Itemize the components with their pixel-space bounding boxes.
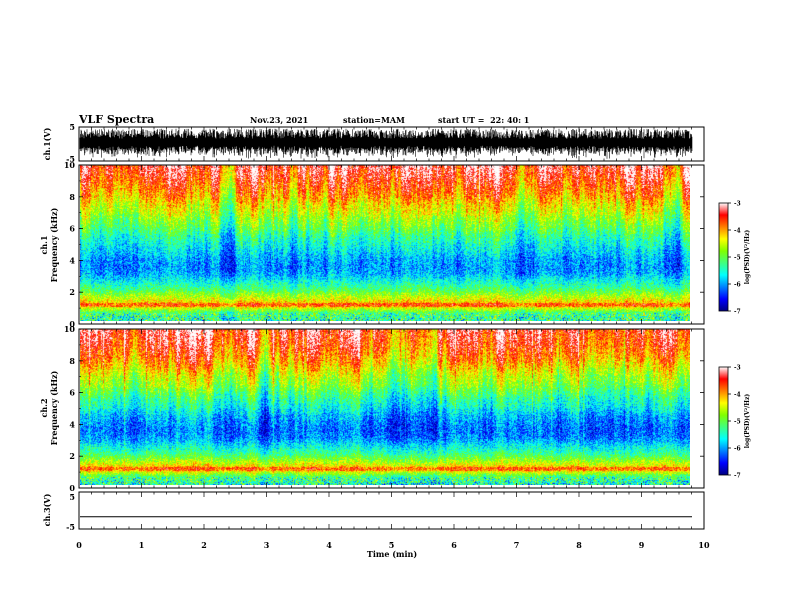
- ch1-ytick-top: 5: [69, 122, 75, 132]
- time-ticks: [78, 127, 705, 529]
- ch2-spectrogram-panel: 0 2 4 6 8 10 ch.2 Frequency (kHz): [39, 324, 705, 493]
- ch2-colorbar-ticks: -3 -4 -5 -6 -7: [728, 365, 741, 480]
- ch1-colorbar-gradient: [719, 203, 728, 311]
- ch1-spectrogram-panel: 0 2 4 6 8 10 ch.1 Frequency (kHz): [39, 160, 705, 329]
- ch1-spectrogram-image: [80, 165, 690, 321]
- time-tick-label: 8: [576, 540, 582, 550]
- figure-title: VLF Spectra: [78, 113, 154, 126]
- freq-tick-label: 0: [69, 483, 75, 493]
- time-tick-label: 1: [139, 540, 145, 550]
- freq-tick-label: 10: [64, 160, 76, 170]
- colorbar-tick-label: -3: [734, 365, 741, 372]
- ch2-colorbar: -3 -4 -5 -6 -7 log(PSD)(V²/Hz): [718, 365, 751, 480]
- colorbar-tick-label: -3: [734, 201, 741, 208]
- ch2-spectrogram-ylabel-channel: ch.2: [39, 398, 49, 417]
- ch2-freq-ticks: 0 2 4 6 8 10: [64, 324, 704, 493]
- ch1-colorbar-label: log(PSD)(V²/Hz): [744, 230, 751, 285]
- time-tick-label: 10: [698, 540, 710, 550]
- ch3-waveform-frame: [78, 491, 705, 530]
- colorbar-tick-label: -7: [734, 473, 741, 480]
- ch2-spectrogram-ylabel: Frequency (kHz): [49, 370, 59, 445]
- freq-tick-label: 0: [69, 319, 75, 329]
- start-time-label: start UT = 22: 40: 1: [438, 115, 529, 125]
- colorbar-tick-label: -5: [734, 255, 741, 262]
- time-tick-label: 7: [514, 540, 520, 550]
- ch1-waveform-trace: [79, 128, 693, 159]
- ch1-colorbar-ticks: -3 -4 -5 -6 -7: [728, 201, 741, 316]
- time-tick-label: 5: [389, 540, 395, 550]
- ch2-colorbar-gradient: [719, 367, 728, 475]
- colorbar-tick-label: -7: [734, 309, 741, 316]
- x-axis-label: Time (min): [367, 549, 417, 559]
- freq-tick-label: 2: [69, 287, 75, 297]
- ch1-spectrogram-ylabel: Frequency (kHz): [49, 207, 59, 282]
- freq-tick-label: 4: [69, 255, 75, 265]
- ch1-ytick-bottom: -5: [66, 154, 75, 164]
- freq-tick-label: 6: [69, 224, 75, 234]
- freq-tick-label: 4: [69, 419, 75, 429]
- ch1-spectrogram-ylabel-channel: ch.1: [39, 235, 49, 254]
- colorbar-tick-label: -4: [734, 392, 741, 399]
- date-label: Nov.23, 2021: [250, 115, 308, 125]
- freq-tick-label: 8: [69, 192, 75, 202]
- freq-tick-label: 6: [69, 388, 75, 398]
- colorbar-tick-label: -4: [734, 228, 741, 235]
- time-tick-label: 3: [264, 540, 270, 550]
- ch3-ytick-top: 5: [69, 492, 75, 502]
- time-tick-labels: 0 1 2 3 4 5 6 7 8 9 10: [76, 540, 710, 550]
- ch2-spectrogram-image: [80, 329, 690, 485]
- ch3-waveform-ylabel: ch.3(V): [42, 493, 52, 526]
- ch1-waveform-path: [79, 128, 693, 159]
- time-tick-label: 9: [639, 540, 645, 550]
- time-tick-label: 0: [76, 540, 82, 550]
- freq-tick-label: 10: [64, 324, 76, 334]
- ch1-waveform-ylabel: ch.1(V): [42, 127, 52, 160]
- ch2-colorbar-label: log(PSD)(V²/Hz): [744, 394, 751, 449]
- colorbar-tick-label: -6: [734, 282, 741, 289]
- station-label: station=MAM: [343, 115, 405, 125]
- colorbar-tick-label: -6: [734, 446, 741, 453]
- time-tick-label: 4: [326, 540, 332, 550]
- time-tick-label: 6: [451, 540, 457, 550]
- ch3-ytick-bottom: -5: [66, 522, 75, 532]
- time-tick-label: 2: [201, 540, 207, 550]
- ch1-colorbar: -3 -4 -5 -6 -7 log(PSD)(V²/Hz): [718, 201, 751, 316]
- freq-tick-label: 8: [69, 356, 75, 366]
- ch1-freq-ticks: 0 2 4 6 8 10: [64, 160, 704, 329]
- colorbar-tick-label: -5: [734, 419, 741, 426]
- freq-tick-label: 2: [69, 451, 75, 461]
